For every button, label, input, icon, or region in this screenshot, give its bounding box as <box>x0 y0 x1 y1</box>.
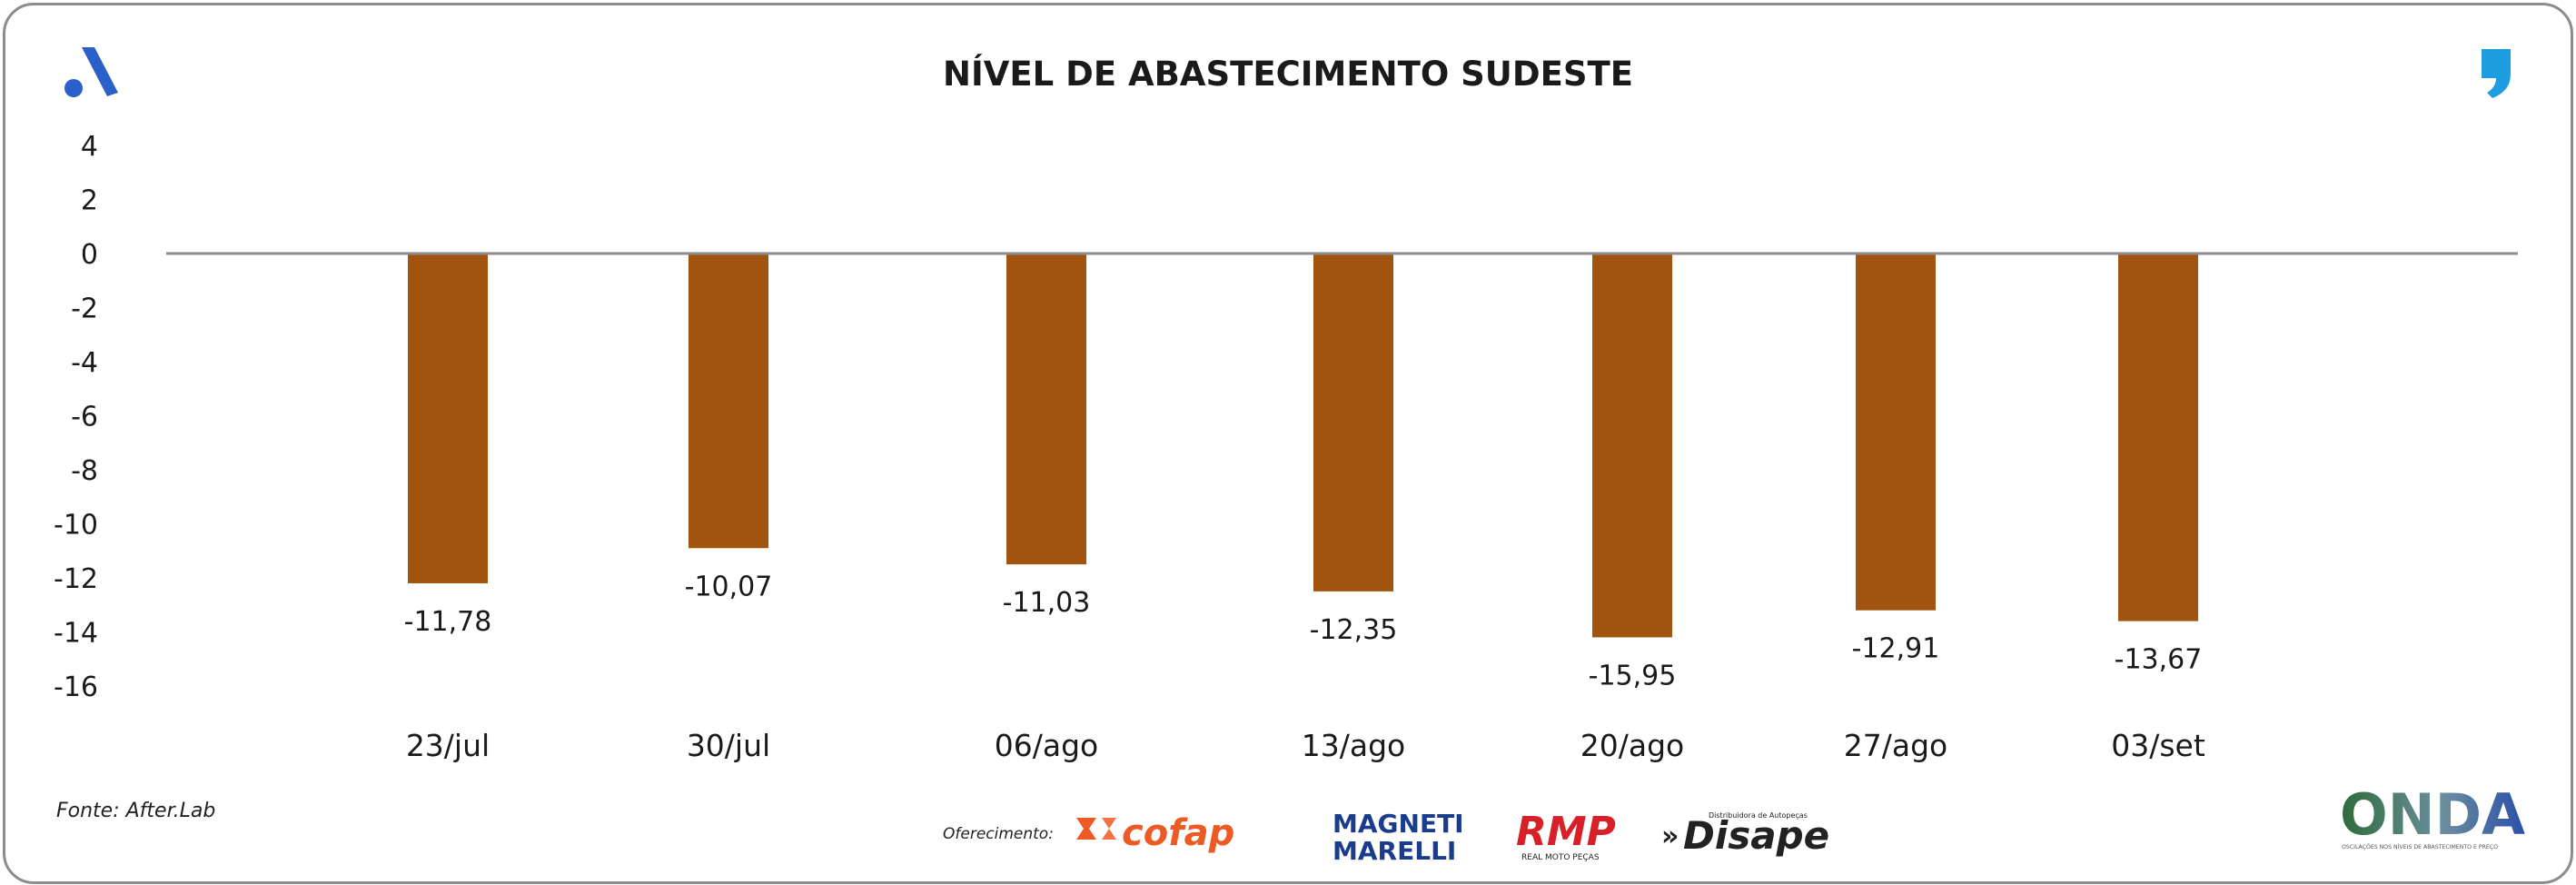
source-note: Fonte: After.Lab <box>56 800 216 822</box>
data-label: -15,95 <box>1589 660 1677 691</box>
svg-text:Disape: Disape <box>1683 813 1829 858</box>
onda-logo: ONDA OSCILAÇÕES NOS NÍVEIS DE ABASTECIME… <box>2340 781 2525 850</box>
y-tick-label: -14 <box>54 618 98 650</box>
bar <box>1006 254 1086 565</box>
data-label: -11,03 <box>1003 587 1091 619</box>
x-tick-label: 20/ago <box>1580 728 1684 763</box>
rmp-logo: RMP REAL MOTO PEÇAS <box>1516 809 1616 862</box>
y-tick-label: -4 <box>71 347 98 379</box>
magneti-marelli-logo: MAGNETI MARELLI <box>1333 809 1464 865</box>
y-tick-label: -2 <box>71 293 98 325</box>
data-label: -12,91 <box>1852 633 1940 665</box>
y-tick-label: -10 <box>54 510 98 542</box>
bar <box>408 254 488 583</box>
svg-text:Distribuidora de Autopeças: Distribuidora de Autopeças <box>1709 811 1808 820</box>
data-label: -11,78 <box>404 606 492 638</box>
svg-text:OSCILAÇÕES NOS NÍVEIS DE ABAST: OSCILAÇÕES NOS NÍVEIS DE ABASTECIMENTO E… <box>2342 842 2498 850</box>
value-labels: -11,78 -10,07 -11,03 -12,35 -15,95 -12,91 -13,… <box>404 571 2203 691</box>
bar <box>1592 254 1672 638</box>
disape-logo: » Disape Distribuidora de Autopeças <box>1661 811 1829 858</box>
y-tick-label: -16 <box>54 671 98 703</box>
x-tick-label: 30/jul <box>687 728 770 763</box>
x-tick-label: 27/ago <box>1844 728 1947 763</box>
y-tick-label: 4 <box>81 131 98 163</box>
bar <box>1313 254 1393 592</box>
bar <box>2118 254 2198 621</box>
bar <box>1856 254 1936 611</box>
svg-text:»: » <box>1661 820 1679 852</box>
svg-text:REAL MOTO PEÇAS: REAL MOTO PEÇAS <box>1521 853 1600 862</box>
data-label: -10,07 <box>685 571 773 602</box>
y-tick-label: -8 <box>71 455 98 487</box>
y-tick-label: 0 <box>81 239 98 271</box>
bar <box>689 254 768 549</box>
svg-text:MARELLI: MARELLI <box>1333 836 1456 865</box>
brand-a-logo <box>64 47 118 97</box>
svg-text:MAGNETI: MAGNETI <box>1333 809 1464 839</box>
y-tick-label: -12 <box>54 563 98 595</box>
x-tick-label: 23/jul <box>406 728 490 763</box>
svg-text:cofap: cofap <box>1122 812 1234 854</box>
y-tick-label: 2 <box>81 185 98 217</box>
data-label: -12,35 <box>1310 614 1398 646</box>
cofap-logo: cofap <box>1076 812 1234 854</box>
x-tick-label: 06/ago <box>995 728 1098 763</box>
x-tick-label: 03/set <box>2111 728 2205 763</box>
quote-logo <box>2482 49 2511 98</box>
y-axis-ticks: 4 2 0 -2 -4 -6 -8 -10 -12 -14 -16 <box>54 131 98 703</box>
chart-title: NÍVEL DE ABASTECIMENTO SUDESTE <box>943 55 1633 94</box>
sponsor-row: Oferecimento: cofap MAGNETI MARELLI RMP … <box>940 800 1829 865</box>
x-axis-labels: 23/jul 30/jul 06/ago 13/ago 20/ago 27/ago 03/s… <box>406 728 2205 763</box>
svg-text:RMP: RMP <box>1516 809 1616 855</box>
data-label: -13,67 <box>2115 644 2203 676</box>
x-tick-label: 13/ago <box>1302 728 1405 763</box>
sponsor-logos: cofap MAGNETI MARELLI RMP REAL MOTO PEÇA… <box>1076 809 1829 865</box>
sponsor-label: Oferecimento: <box>943 825 1054 843</box>
svg-text:ONDA: ONDA <box>2340 781 2525 848</box>
y-tick-label: -6 <box>71 402 98 433</box>
bars <box>408 254 2198 638</box>
